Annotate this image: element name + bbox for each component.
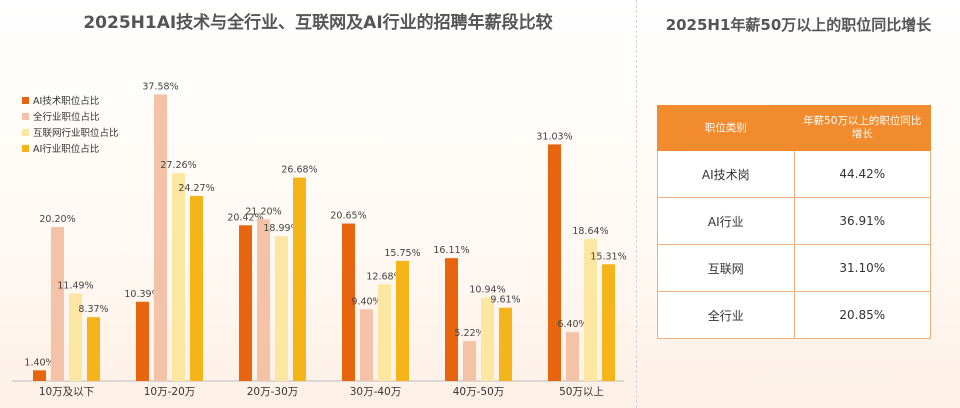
chart-legend: AI技术职位占比 全行业职位占比 互联网行业职位占比 AI行业职位占比 (22, 92, 119, 156)
legend-swatch (22, 96, 29, 104)
cell-category: 互联网 (657, 244, 795, 292)
legend-swatch (22, 128, 29, 136)
bar-value-label: 20.42% (227, 212, 263, 223)
chart-title: 2025H1AI技术与全行业、互联网及AI行业的招聘年薪段比较 (83, 13, 553, 33)
legend-swatch (22, 112, 29, 120)
cell-category: AI技术岗 (657, 150, 795, 198)
legend-item: 互联网行业职位占比 (22, 124, 119, 140)
bar-value-label: 27.26% (160, 160, 196, 171)
bar-value-label: 18.99% (263, 223, 299, 234)
legend-item: AI技术职位占比 (22, 92, 119, 108)
panel-divider (636, 0, 637, 408)
bar-value-label: 10.94% (469, 285, 505, 296)
bar-value-label: 1.40% (24, 357, 54, 368)
bar-value-label: 5.22% (454, 328, 484, 339)
cell-growth: 44.42% (793, 150, 931, 198)
bar (87, 317, 100, 381)
bar-value-label: 8.37% (78, 304, 108, 315)
growth-table-panel: 2025H1年薪50万以上的职位同比增长 职位类别 年薪50万以上的职位同比增长… (637, 0, 960, 408)
bar (69, 293, 82, 381)
bar (136, 301, 149, 381)
bar (463, 341, 476, 381)
bar (378, 284, 391, 381)
bar-value-label: 24.27% (178, 183, 214, 194)
x-tick-label: 10万及以下 (39, 386, 94, 398)
bar-value-label: 15.75% (384, 248, 420, 259)
bar-value-label: 37.58% (142, 81, 178, 92)
bar (445, 258, 458, 381)
legend-label: AI技术职位占比 (33, 96, 100, 107)
salary-chart-panel: 2025H1AI技术与全行业、互联网及AI行业的招聘年薪段比较 1.40% 20.… (12, 13, 627, 398)
x-tick-label: 40万-50万 (453, 386, 505, 398)
table-row: AI技术岗 44.42% (657, 150, 931, 198)
bar (51, 226, 64, 381)
bar (239, 225, 252, 381)
cell-category: AI行业 (657, 197, 795, 245)
salary-bar-chart: 1.40% 20.20% 11.49% 8.37% 10万及以下 10.39% 37.58%… (12, 81, 627, 398)
bar (190, 195, 203, 381)
bar-value-label: 9.61% (490, 295, 520, 306)
table-row: AI行业 36.91% (657, 197, 931, 245)
bar (33, 370, 46, 381)
bar (275, 236, 288, 381)
legend-item: 全行业职位占比 (22, 108, 119, 124)
bar (481, 297, 494, 381)
bar (396, 260, 409, 381)
growth-table: 职位类别 年薪50万以上的职位同比增长 AI技术岗 44.42% AI行业 36… (657, 105, 931, 339)
bar-value-label: 15.31% (590, 251, 626, 262)
legend-item: AI行业职位占比 (22, 140, 119, 156)
bar-value-label: 9.40% (351, 296, 381, 307)
header-category: 职位类别 (657, 105, 795, 151)
x-tick-label: 50万以上 (559, 386, 604, 398)
cell-category: 全行业 (657, 291, 795, 339)
table-title: 2025H1年薪50万以上的职位同比增长 (665, 16, 932, 34)
bar-value-label: 18.64% (572, 226, 608, 237)
bar (548, 144, 561, 381)
bar-value-label: 12.68% (366, 271, 402, 282)
bar (154, 94, 167, 381)
bar-value-label: 11.49% (57, 280, 93, 291)
legend-swatch (22, 144, 29, 152)
bar-value-label: 20.20% (39, 214, 75, 225)
bar (257, 219, 270, 381)
bar-value-label: 26.68% (281, 165, 317, 176)
header-growth: 年薪50万以上的职位同比增长 (793, 105, 931, 151)
bar (293, 177, 306, 381)
x-tick-label: 20万-30万 (247, 386, 299, 398)
table-row: 全行业 20.85% (657, 291, 931, 339)
bar (584, 238, 597, 381)
bar (602, 264, 615, 381)
table-row: 互联网 31.10% (657, 244, 931, 292)
legend-label: 互联网行业职位占比 (33, 128, 119, 139)
bar-value-label: 16.11% (433, 245, 469, 256)
legend-label: AI行业职位占比 (33, 144, 100, 155)
bar-value-label: 21.20% (245, 206, 281, 217)
table-header-row: 职位类别 年薪50万以上的职位同比增长 (657, 105, 931, 151)
bar-value-label: 10.39% (124, 289, 160, 300)
cell-growth: 36.91% (793, 197, 931, 245)
cell-growth: 31.10% (793, 244, 931, 292)
x-tick-label: 10万-20万 (144, 386, 196, 398)
x-tick-label: 30万-40万 (350, 386, 402, 398)
cell-growth: 20.85% (793, 291, 931, 339)
bar-value-label: 31.03% (536, 131, 572, 142)
bar (499, 307, 512, 381)
bar-value-label: 6.40% (557, 319, 587, 330)
bar (360, 309, 373, 381)
bar-value-label: 20.65% (330, 211, 366, 222)
legend-label: 全行业职位占比 (33, 112, 100, 123)
bar (172, 173, 185, 381)
bar (342, 223, 355, 381)
bar (566, 332, 579, 381)
